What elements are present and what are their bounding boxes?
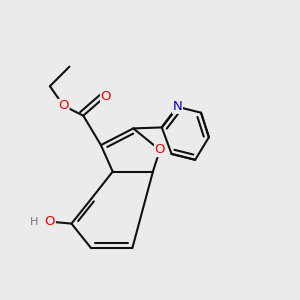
Text: N: N	[172, 100, 182, 113]
Text: O: O	[58, 99, 69, 112]
Text: O: O	[154, 143, 165, 157]
Text: O: O	[45, 215, 55, 228]
Text: H: H	[30, 217, 38, 226]
Text: O: O	[100, 89, 111, 103]
